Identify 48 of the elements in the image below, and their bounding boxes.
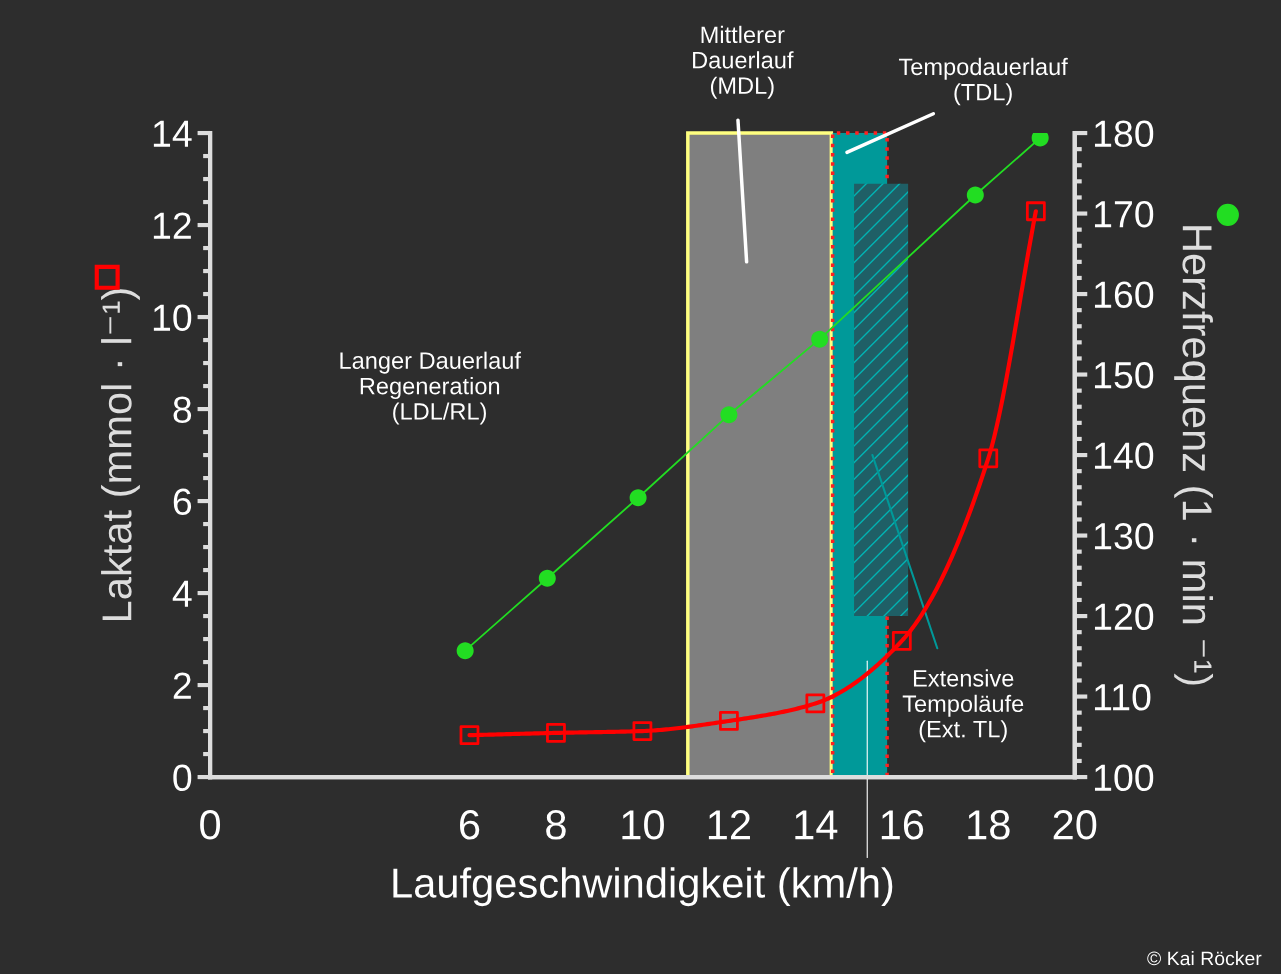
point [805,693,826,714]
x-tick-label: 18 [968,810,1010,840]
point [966,186,984,204]
point [978,448,999,469]
y-tick-label: 4 [172,580,192,607]
y-tick-label: 12 [153,212,191,239]
point [629,489,647,507]
y-tick-label: 10 [153,304,192,332]
text: © Kai Röcker [1147,951,1262,966]
x-axis-title: Laufgeschwindigkeit (km/h) [393,867,893,907]
x-tick-label: 6 [460,810,480,840]
point [538,569,556,587]
y2-tick-label: 180 [1094,120,1154,148]
y2-axis-title: Herzfrequenz (1 · min ⁻¹) [1174,226,1214,685]
x-tick-label: 12 [708,810,750,840]
y2-tick-label: 110 [1094,683,1151,711]
x-tick-label: 0 [200,810,221,840]
point [1025,201,1046,222]
y2-tick-label: 160 [1094,281,1154,309]
point [811,330,829,348]
text: Extensive Tempoläufe (Ext. TL) [902,669,1024,743]
band-label: Mittlerer Dauerlauf (MDL) [693,25,794,99]
y-tick-label: 2 [173,672,191,699]
x-tick-label: 20 [1053,810,1097,840]
y-tick-label: 0 [173,764,192,792]
x-tick-label: 8 [546,810,566,840]
y-tick-label: 14 [153,120,192,147]
x-tick-label: 10 [622,810,664,840]
point [632,721,653,741]
y2-tick-label: 140 [1094,442,1154,470]
point [891,631,912,651]
point [546,723,566,743]
point [459,725,480,746]
point [456,642,474,660]
band-label: Tempodauerlauf (TDL) [898,57,1068,106]
y-tick-label: 8 [173,396,192,424]
y2-tick-label: 130 [1094,522,1154,550]
annotation: Langer Dauerlauf Regeneration (LDL/RL) [340,351,521,425]
x-tick-label: 14 [795,810,838,840]
x-tick-label: 16 [881,810,924,840]
y2-tick-label: 170 [1094,200,1154,228]
y2-tick-label: 100 [1094,764,1154,792]
point [720,406,738,424]
y-axis-title: Laktat (mmol · l⁻¹) [101,289,140,621]
y2-tick-label: 150 [1094,361,1154,389]
point [718,711,739,731]
y-tick-label: 6 [173,488,192,516]
y2-tick-label: 120 [1094,603,1154,631]
